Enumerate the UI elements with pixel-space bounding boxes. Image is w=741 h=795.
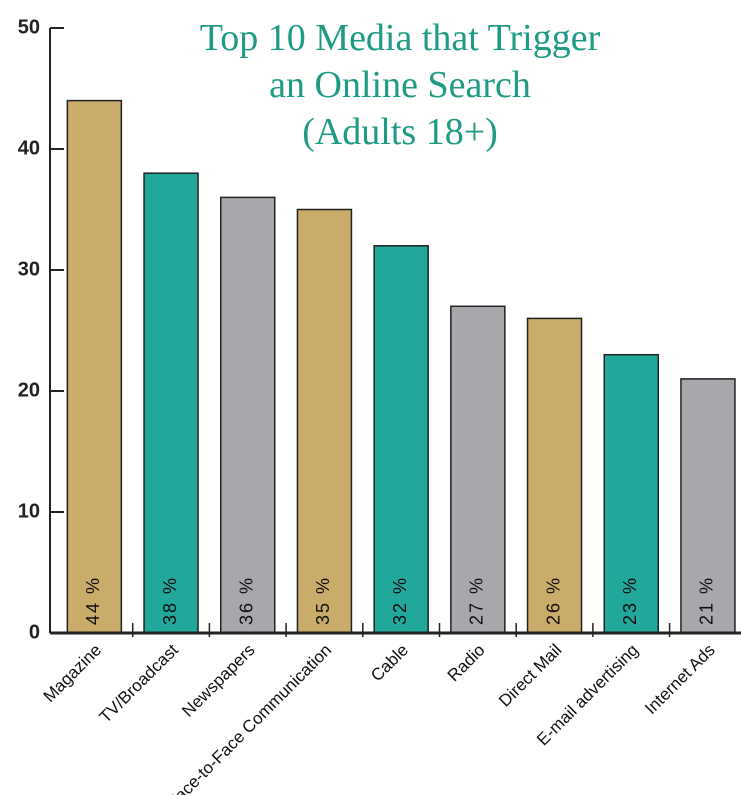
value-label: 27 % — [467, 576, 487, 625]
y-tick-label: 40 — [18, 137, 40, 159]
chart-title: Top 10 Media that Trigger — [200, 17, 601, 59]
value-label: 38 % — [160, 576, 180, 625]
value-label: 35 % — [313, 576, 333, 625]
x-tick-label: Cable — [367, 640, 412, 685]
y-tick-label: 30 — [18, 258, 40, 280]
bar — [67, 101, 121, 633]
chart-title: an Online Search — [269, 64, 531, 106]
value-label: 23 % — [620, 576, 640, 625]
value-label: 44 % — [83, 576, 103, 625]
x-tick-label: Newspapers — [178, 640, 258, 720]
x-tick-label: Direct Mail — [495, 640, 565, 710]
bar — [297, 210, 351, 634]
chart-title: (Adults 18+) — [302, 111, 498, 153]
y-tick-label: 50 — [18, 16, 40, 38]
y-tick-label: 20 — [18, 379, 40, 401]
value-label: 26 % — [543, 576, 563, 625]
x-tick-label: Radio — [444, 640, 489, 685]
bar — [144, 173, 198, 633]
value-label: 21 % — [697, 576, 717, 625]
x-tick-label: TV/Broadcast — [96, 640, 182, 726]
bar — [374, 246, 428, 633]
x-tick-label: Magazine — [40, 640, 106, 706]
x-tick-label: Internet Ads — [641, 640, 719, 718]
value-label: 32 % — [390, 576, 410, 625]
y-tick-label: 0 — [29, 621, 40, 643]
bar — [221, 197, 275, 633]
chart: Top 10 Media that Trigger an Online Sear… — [0, 0, 741, 795]
y-tick-label: 10 — [18, 500, 40, 522]
value-label: 36 % — [237, 576, 257, 625]
